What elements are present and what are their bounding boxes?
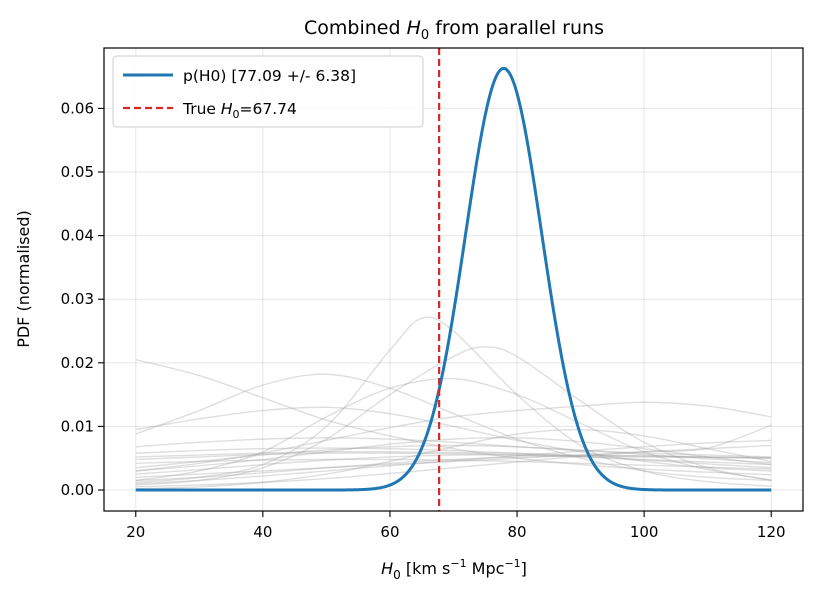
run-curve: [135, 316, 772, 487]
individual-runs: [135, 316, 772, 490]
y-tick-label: 0.00: [61, 481, 94, 499]
run-curve: [135, 424, 772, 488]
run-curve: [135, 358, 772, 476]
plot-frame: [103, 47, 804, 512]
y-tick-label: 0.05: [61, 163, 94, 181]
run-curve: [135, 373, 772, 482]
run-curve: [135, 437, 772, 472]
x-tick-label: 100: [630, 523, 659, 541]
run-curve: [135, 437, 772, 458]
run-curve: [135, 454, 772, 482]
run-curve: [135, 451, 772, 459]
run-curve: [135, 454, 772, 475]
run-curve: [135, 447, 772, 466]
x-tick-label: 40: [253, 523, 272, 541]
run-curve: [135, 458, 772, 470]
x-tick-label: 80: [507, 523, 526, 541]
run-curve: [135, 452, 772, 461]
combined-posterior-line: [135, 66, 772, 492]
legend-combined-label: p(H0) [77.09 +/- 6.38]: [183, 67, 356, 85]
grid: [104, 48, 803, 511]
run-curve: [135, 401, 772, 472]
y-tick-label: 0.06: [61, 99, 94, 117]
run-curve: [135, 444, 772, 478]
legend-true-label: True H0=67.74: [182, 100, 297, 121]
y-tick-label: 0.02: [61, 354, 94, 372]
run-curve: [135, 377, 772, 482]
axis-ticks: 20 40 60 80 100 120 0.00 0.01 0.02 0.03 0.04 0.05 0.…: [61, 99, 786, 541]
y-tick-label: 0.03: [61, 290, 94, 308]
y-tick-label: 0.01: [61, 417, 94, 435]
run-curve: [135, 439, 772, 485]
run-curve: [135, 428, 772, 490]
run-curve: [135, 444, 772, 469]
legend-box: [112, 55, 424, 128]
chart-title: Combined H0 from parallel runs: [304, 17, 604, 43]
x-tick-label: 60: [380, 523, 399, 541]
legend: p(H0) [77.09 +/- 6.38] True H0=67.74: [112, 55, 424, 128]
x-axis-label: H0 [km s−1 Mpc−1]: [381, 557, 527, 582]
run-curve: [135, 406, 772, 472]
run-curve: [135, 346, 772, 486]
y-axis-label: PDF (normalised): [14, 210, 33, 348]
main-series: [135, 48, 772, 511]
x-tick-label: 20: [126, 523, 145, 541]
y-tick-label: 0.04: [61, 227, 94, 245]
x-tick-label: 120: [757, 523, 786, 541]
